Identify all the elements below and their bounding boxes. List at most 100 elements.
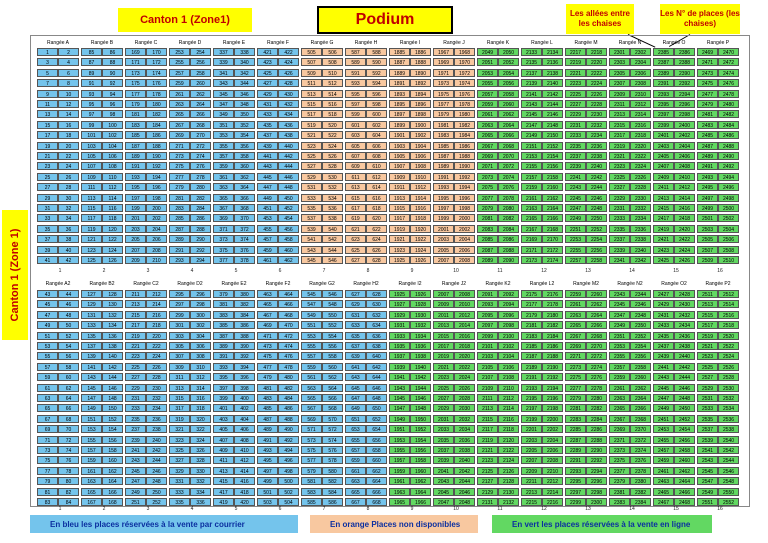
seat-cell[interactable]: 631 bbox=[345, 310, 366, 319]
seat-cell[interactable]: 65 bbox=[37, 404, 58, 413]
seat-cell[interactable]: 571 bbox=[301, 425, 322, 434]
seat-cell[interactable]: 2528 bbox=[718, 373, 739, 382]
seat-cell[interactable]: 2289 bbox=[565, 446, 586, 454]
seat-cell[interactable]: 80 bbox=[58, 477, 79, 486]
seat-cell[interactable]: 55 bbox=[37, 352, 58, 361]
seat-cell[interactable]: 2531 bbox=[697, 394, 718, 402]
seat-cell[interactable]: 1972 bbox=[454, 68, 475, 77]
seat-cell[interactable]: 355 bbox=[213, 141, 234, 150]
seat-cell[interactable]: 2056 bbox=[498, 79, 519, 88]
seat-cell[interactable]: 190 bbox=[146, 152, 167, 160]
seat-cell[interactable]: 2157 bbox=[521, 172, 542, 181]
seat-cell[interactable]: 329 bbox=[169, 466, 190, 475]
seat-cell[interactable]: 523 bbox=[301, 141, 322, 150]
seat-cell[interactable]: 262 bbox=[190, 89, 211, 98]
seat-cell[interactable]: 2119 bbox=[477, 435, 498, 444]
seat-cell[interactable]: 2538 bbox=[718, 425, 739, 434]
seat-cell[interactable]: 425 bbox=[257, 68, 278, 77]
seat-cell[interactable]: 1926 bbox=[410, 290, 431, 298]
seat-cell[interactable]: 2171 bbox=[521, 245, 542, 254]
seat-cell[interactable]: 2062 bbox=[498, 110, 519, 119]
seat-cell[interactable]: 2040 bbox=[454, 456, 475, 465]
seat-cell[interactable]: 158 bbox=[102, 446, 123, 454]
seat-cell[interactable]: 2142 bbox=[542, 89, 563, 98]
seat-cell[interactable]: 399 bbox=[213, 394, 234, 402]
seat-cell[interactable]: 1956 bbox=[410, 446, 431, 454]
seat-cell[interactable]: 145 bbox=[81, 383, 102, 392]
seat-cell[interactable]: 535 bbox=[301, 204, 322, 212]
seat-cell[interactable]: 318 bbox=[190, 404, 211, 413]
seat-cell[interactable]: 10 bbox=[58, 89, 79, 98]
seat-cell[interactable]: 248 bbox=[146, 477, 167, 486]
seat-cell[interactable]: 605 bbox=[345, 141, 366, 150]
seat-cell[interactable]: 2046 bbox=[454, 487, 475, 496]
seat-cell[interactable]: 5 bbox=[37, 68, 58, 77]
seat-cell[interactable]: 492 bbox=[278, 435, 299, 444]
seat-cell[interactable]: 1919 bbox=[389, 224, 410, 233]
seat-cell[interactable]: 2184 bbox=[542, 331, 563, 340]
seat-cell[interactable]: 1952 bbox=[410, 425, 431, 434]
seat-cell[interactable]: 2405 bbox=[653, 152, 674, 160]
seat-cell[interactable]: 395 bbox=[213, 373, 234, 382]
seat-cell[interactable]: 2371 bbox=[609, 435, 630, 444]
seat-cell[interactable]: 2431 bbox=[653, 310, 674, 319]
seat-cell[interactable]: 397 bbox=[213, 383, 234, 392]
seat-cell[interactable]: 580 bbox=[322, 466, 343, 475]
seat-cell[interactable]: 2471 bbox=[697, 58, 718, 67]
seat-cell[interactable]: 281 bbox=[169, 193, 190, 202]
seat-cell[interactable]: 2018 bbox=[454, 342, 475, 350]
seat-cell[interactable]: 172 bbox=[146, 58, 167, 67]
seat-cell[interactable]: 129 bbox=[81, 300, 102, 309]
seat-cell[interactable]: 277 bbox=[169, 172, 190, 181]
seat-cell[interactable]: 297 bbox=[169, 300, 190, 309]
seat-cell[interactable]: 2408 bbox=[674, 162, 695, 171]
seat-cell[interactable]: 499 bbox=[257, 477, 278, 486]
seat-cell[interactable]: 2181 bbox=[521, 321, 542, 330]
seat-cell[interactable]: 542 bbox=[322, 235, 343, 244]
seat-cell[interactable]: 2500 bbox=[718, 204, 739, 212]
seat-cell[interactable]: 2200 bbox=[542, 414, 563, 423]
seat-cell[interactable]: 364 bbox=[234, 183, 255, 192]
seat-cell[interactable]: 114 bbox=[102, 193, 123, 202]
seat-cell[interactable]: 2063 bbox=[477, 120, 498, 129]
seat-cell[interactable]: 569 bbox=[301, 414, 322, 423]
seat-cell[interactable]: 2382 bbox=[630, 487, 651, 496]
seat-cell[interactable]: 2479 bbox=[697, 100, 718, 108]
seat-cell[interactable]: 237 bbox=[125, 425, 146, 434]
seat-cell[interactable]: 142 bbox=[102, 362, 123, 371]
seat-cell[interactable]: 2273 bbox=[565, 362, 586, 371]
seat-cell[interactable]: 442 bbox=[278, 152, 299, 160]
seat-cell[interactable]: 1996 bbox=[454, 193, 475, 202]
seat-cell[interactable]: 585 bbox=[301, 498, 322, 506]
seat-cell[interactable]: 44 bbox=[58, 290, 79, 298]
seat-cell[interactable]: 20 bbox=[58, 141, 79, 150]
seat-cell[interactable]: 2552 bbox=[718, 498, 739, 506]
seat-cell[interactable]: 2509 bbox=[697, 256, 718, 264]
seat-cell[interactable]: 2353 bbox=[609, 342, 630, 350]
seat-cell[interactable]: 414 bbox=[234, 466, 255, 475]
seat-cell[interactable]: 2138 bbox=[542, 68, 563, 77]
seat-cell[interactable]: 269 bbox=[169, 131, 190, 140]
seat-cell[interactable]: 460 bbox=[278, 245, 299, 254]
seat-cell[interactable]: 477 bbox=[257, 362, 278, 371]
seat-cell[interactable]: 597 bbox=[345, 100, 366, 108]
seat-cell[interactable]: 2298 bbox=[586, 487, 607, 496]
seat-cell[interactable]: 606 bbox=[366, 141, 387, 150]
seat-cell[interactable]: 510 bbox=[322, 68, 343, 77]
seat-cell[interactable]: 2123 bbox=[477, 456, 498, 465]
seat-cell[interactable]: 14 bbox=[58, 110, 79, 119]
seat-cell[interactable]: 2548 bbox=[718, 477, 739, 486]
seat-cell[interactable]: 130 bbox=[102, 300, 123, 309]
seat-cell[interactable]: 2331 bbox=[609, 204, 630, 212]
seat-cell[interactable]: 270 bbox=[190, 131, 211, 140]
seat-cell[interactable]: 147 bbox=[81, 394, 102, 402]
seat-cell[interactable]: 1897 bbox=[389, 110, 410, 119]
seat-cell[interactable]: 2493 bbox=[697, 172, 718, 181]
seat-cell[interactable]: 219 bbox=[125, 331, 146, 340]
seat-cell[interactable]: 625 bbox=[345, 245, 366, 254]
seat-cell[interactable]: 63 bbox=[37, 394, 58, 402]
seat-cell[interactable]: 2080 bbox=[498, 204, 519, 212]
seat-cell[interactable]: 462 bbox=[278, 256, 299, 264]
seat-cell[interactable]: 447 bbox=[257, 183, 278, 192]
seat-cell[interactable]: 79 bbox=[37, 477, 58, 486]
